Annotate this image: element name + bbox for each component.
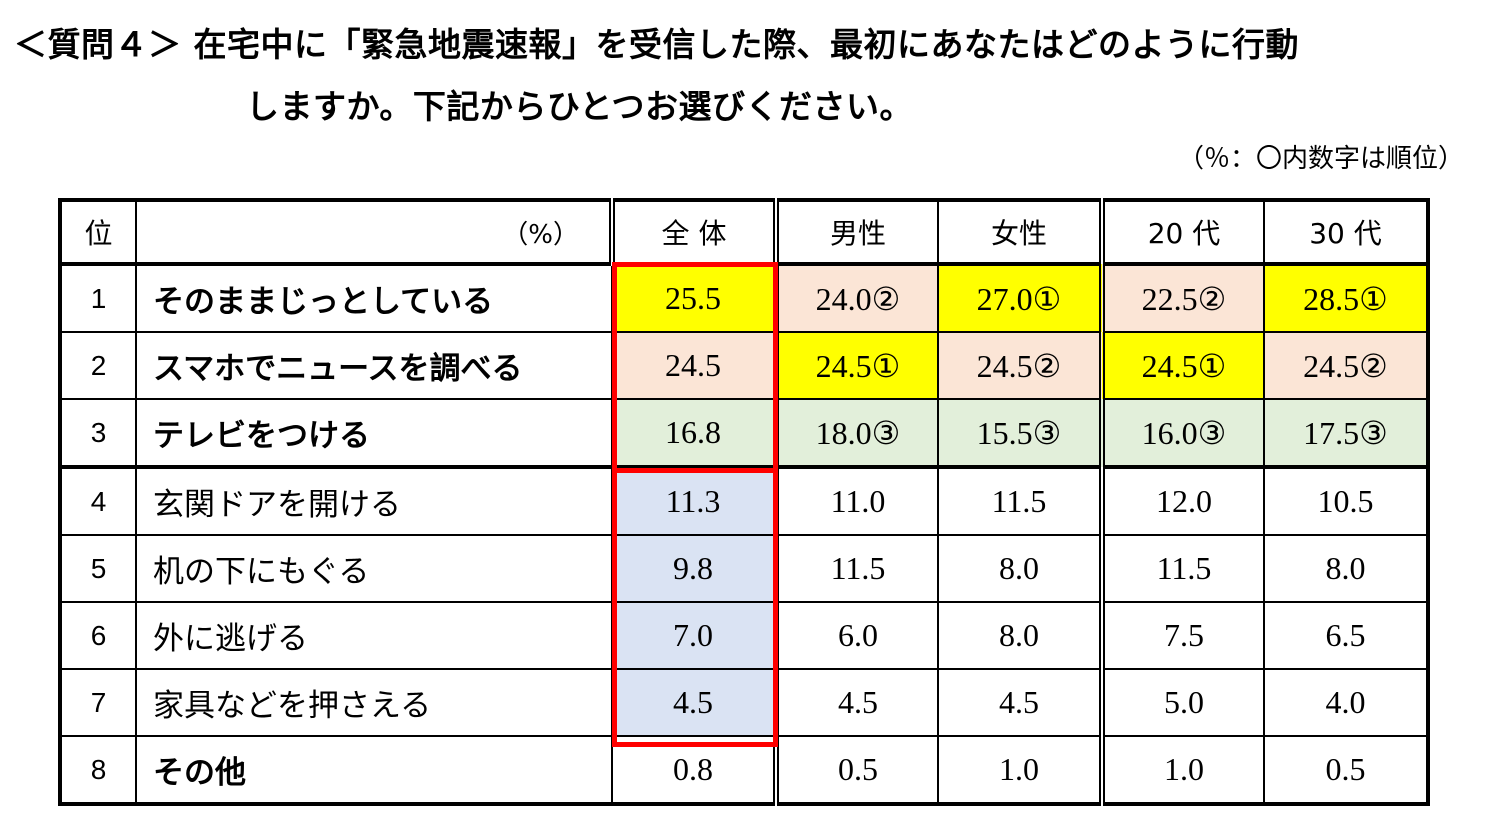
female-cell: 4.5 — [937, 668, 1105, 737]
item-cell: 机の下にもぐる — [135, 534, 613, 603]
age20-cell: 16.0③ — [1101, 398, 1265, 469]
rank-cell: 5 — [59, 534, 137, 603]
header-female: 女性 — [937, 198, 1105, 266]
female-cell: 8.0 — [937, 534, 1105, 603]
male-cell: 0.5 — [775, 735, 939, 805]
age30-cell: 6.5 — [1263, 601, 1429, 670]
age20-cell: 1.0 — [1101, 735, 1265, 805]
female-cell: 1.0 — [937, 735, 1105, 805]
total-cell: 7.0 — [611, 601, 779, 670]
rank-cell: 4 — [59, 466, 137, 536]
age30-cell: 8.0 — [1263, 534, 1429, 603]
female-cell: 15.5③ — [937, 398, 1105, 469]
results-table: 位 （%） 全 体 男性 女性 20 代 30 代 1 そのままじっとしている … — [58, 198, 1430, 806]
age30-cell: 10.5 — [1263, 466, 1429, 536]
question-line-2: しますか。下記からひとつお選びください。 — [246, 87, 914, 126]
age20-cell: 24.5① — [1101, 331, 1265, 400]
item-cell: 家具などを押さえる — [135, 668, 613, 737]
total-cell: 11.3 — [611, 466, 779, 536]
unit-note: （％：〇内数字は順位） — [1177, 144, 1464, 174]
table-row: 8 その他 0.8 0.5 1.0 1.0 0.5 — [59, 735, 1429, 805]
total-cell: 24.5 — [611, 331, 779, 400]
table-row: 1 そのままじっとしている 25.5 24.0② 27.0① 22.5② 28.… — [59, 263, 1429, 333]
female-cell: 27.0① — [937, 263, 1105, 333]
age20-cell: 7.5 — [1101, 601, 1265, 670]
male-cell: 18.0③ — [775, 398, 939, 469]
header-20s: 20 代 — [1101, 198, 1265, 266]
rank-cell: 6 — [59, 601, 137, 670]
item-cell: その他 — [135, 735, 613, 805]
female-cell: 24.5② — [937, 331, 1105, 400]
total-cell: 16.8 — [611, 398, 779, 469]
table-row: 2 スマホでニュースを調べる 24.5 24.5① 24.5② 24.5① 24… — [59, 331, 1429, 400]
age20-cell: 5.0 — [1101, 668, 1265, 737]
table-row: 3 テレビをつける 16.8 18.0③ 15.5③ 16.0③ 17.5③ — [59, 398, 1429, 469]
male-cell: 24.5① — [775, 331, 939, 400]
item-cell: 外に逃げる — [135, 601, 613, 670]
rank-cell: 3 — [59, 398, 137, 469]
female-cell: 8.0 — [937, 601, 1105, 670]
total-cell: 4.5 — [611, 668, 779, 737]
table-row: 6 外に逃げる 7.0 6.0 8.0 7.5 6.5 — [59, 601, 1429, 670]
item-cell: そのままじっとしている — [135, 263, 613, 333]
age30-cell: 24.5② — [1263, 331, 1429, 400]
male-cell: 11.0 — [775, 466, 939, 536]
age30-cell: 17.5③ — [1263, 398, 1429, 469]
table-row: 4 玄関ドアを開ける 11.3 11.0 11.5 12.0 10.5 — [59, 466, 1429, 536]
rank-cell: 2 — [59, 331, 137, 400]
rank-cell: 1 — [59, 263, 137, 333]
header-30s: 30 代 — [1263, 198, 1429, 266]
total-cell: 25.5 — [611, 263, 779, 333]
header-row: 位 （%） 全 体 男性 女性 20 代 30 代 — [59, 198, 1429, 266]
item-cell: 玄関ドアを開ける — [135, 466, 613, 536]
header-total: 全 体 — [609, 198, 779, 266]
rank-cell: 8 — [59, 735, 137, 805]
male-cell: 4.5 — [775, 668, 939, 737]
question-line-1: ＜質問４＞ 在宅中に「緊急地震速報」を受信した際、最初にあなたはどのように行動 — [14, 25, 1299, 64]
age20-cell: 12.0 — [1101, 466, 1265, 536]
age20-cell: 22.5② — [1101, 263, 1265, 333]
total-cell: 0.8 — [611, 735, 779, 805]
rank-cell: 7 — [59, 668, 137, 737]
table-row: 7 家具などを押さえる 4.5 4.5 4.5 5.0 4.0 — [59, 668, 1429, 737]
table-row: 5 机の下にもぐる 9.8 11.5 8.0 11.5 8.0 — [59, 534, 1429, 603]
item-cell: テレビをつける — [135, 398, 613, 469]
female-cell: 11.5 — [937, 466, 1105, 536]
total-cell: 9.8 — [611, 534, 779, 603]
item-cell: スマホでニュースを調べる — [135, 331, 613, 400]
male-cell: 11.5 — [775, 534, 939, 603]
header-male: 男性 — [775, 198, 939, 266]
header-unit: （%） — [135, 198, 613, 266]
age30-cell: 28.5① — [1263, 263, 1429, 333]
header-rank: 位 — [59, 198, 137, 266]
male-cell: 24.0② — [775, 263, 939, 333]
age30-cell: 0.5 — [1263, 735, 1429, 805]
age30-cell: 4.0 — [1263, 668, 1429, 737]
age20-cell: 11.5 — [1101, 534, 1265, 603]
male-cell: 6.0 — [775, 601, 939, 670]
